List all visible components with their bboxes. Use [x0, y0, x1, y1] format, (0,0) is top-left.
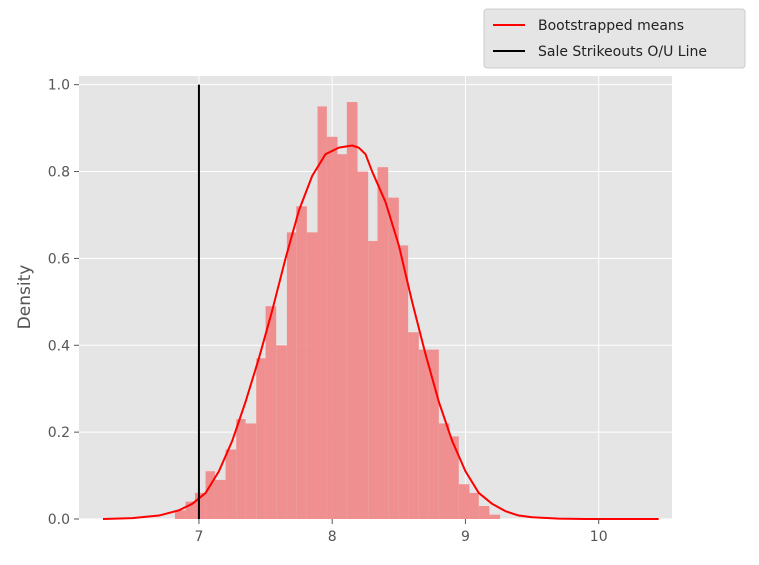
histogram-bar — [225, 449, 237, 519]
histogram-bar — [256, 358, 266, 519]
histogram-bar — [276, 345, 287, 519]
x-tick-label: 9 — [461, 529, 470, 545]
y-tick-label: 0.2 — [48, 425, 70, 441]
histogram-bar — [337, 154, 347, 520]
histogram-bar — [438, 423, 450, 519]
histogram-bar — [377, 167, 389, 520]
histogram-bar — [469, 492, 479, 519]
y-tick-label: 0.0 — [48, 512, 70, 528]
y-tick-label: 0.6 — [48, 251, 70, 267]
histogram-bar — [458, 484, 470, 519]
histogram-bar — [306, 232, 318, 519]
histogram-bar — [368, 241, 378, 519]
y-tick-label: 0.8 — [48, 165, 70, 181]
histogram-bar — [428, 349, 439, 519]
histogram-bar — [205, 471, 215, 519]
histogram-bar — [449, 436, 459, 519]
plot-area — [79, 76, 672, 520]
histogram-bar — [388, 197, 399, 519]
kde-line-bootstrapped-means — [102, 144, 659, 520]
histogram-bar — [317, 106, 327, 519]
x-tick-label: 10 — [590, 529, 608, 545]
histogram-bar — [194, 492, 206, 519]
histogram-bar — [357, 171, 369, 520]
x-tick-label: 8 — [328, 529, 337, 545]
histogram-bar — [408, 332, 419, 519]
legend: Bootstrapped means Sale Strikeouts O/U L… — [483, 8, 746, 69]
histogram-bar — [214, 479, 226, 519]
histogram-bar — [478, 505, 490, 519]
histogram-bar — [346, 102, 358, 519]
histogram-bar — [185, 501, 195, 519]
y-axis-ticks: 0.0 0.2 0.4 0.6 0.8 1.0 — [48, 78, 79, 528]
histogram-bar — [245, 423, 257, 519]
histogram-bar — [286, 232, 297, 519]
y-tick-label: 1.0 — [48, 78, 70, 94]
histogram-bar — [174, 510, 186, 519]
histogram-bar — [265, 306, 277, 519]
histogram-bar — [326, 136, 338, 519]
legend-box — [483, 8, 746, 69]
histogram-bar — [489, 514, 501, 519]
legend-label-sale-strikeouts: Sale Strikeouts O/U Line — [538, 44, 707, 60]
legend-label-bootstrapped-means: Bootstrapped means — [538, 18, 684, 34]
histogram-bar — [398, 245, 409, 519]
y-tick-label: 0.4 — [48, 338, 70, 354]
histogram-bar — [296, 206, 307, 519]
x-tick-label: 7 — [194, 529, 203, 545]
x-axis-ticks: 7 8 9 10 — [194, 519, 608, 545]
histogram-bar — [236, 419, 246, 519]
histogram-bar — [418, 349, 429, 519]
y-axis-label: Density — [15, 265, 35, 330]
histogram-bars — [174, 102, 501, 520]
